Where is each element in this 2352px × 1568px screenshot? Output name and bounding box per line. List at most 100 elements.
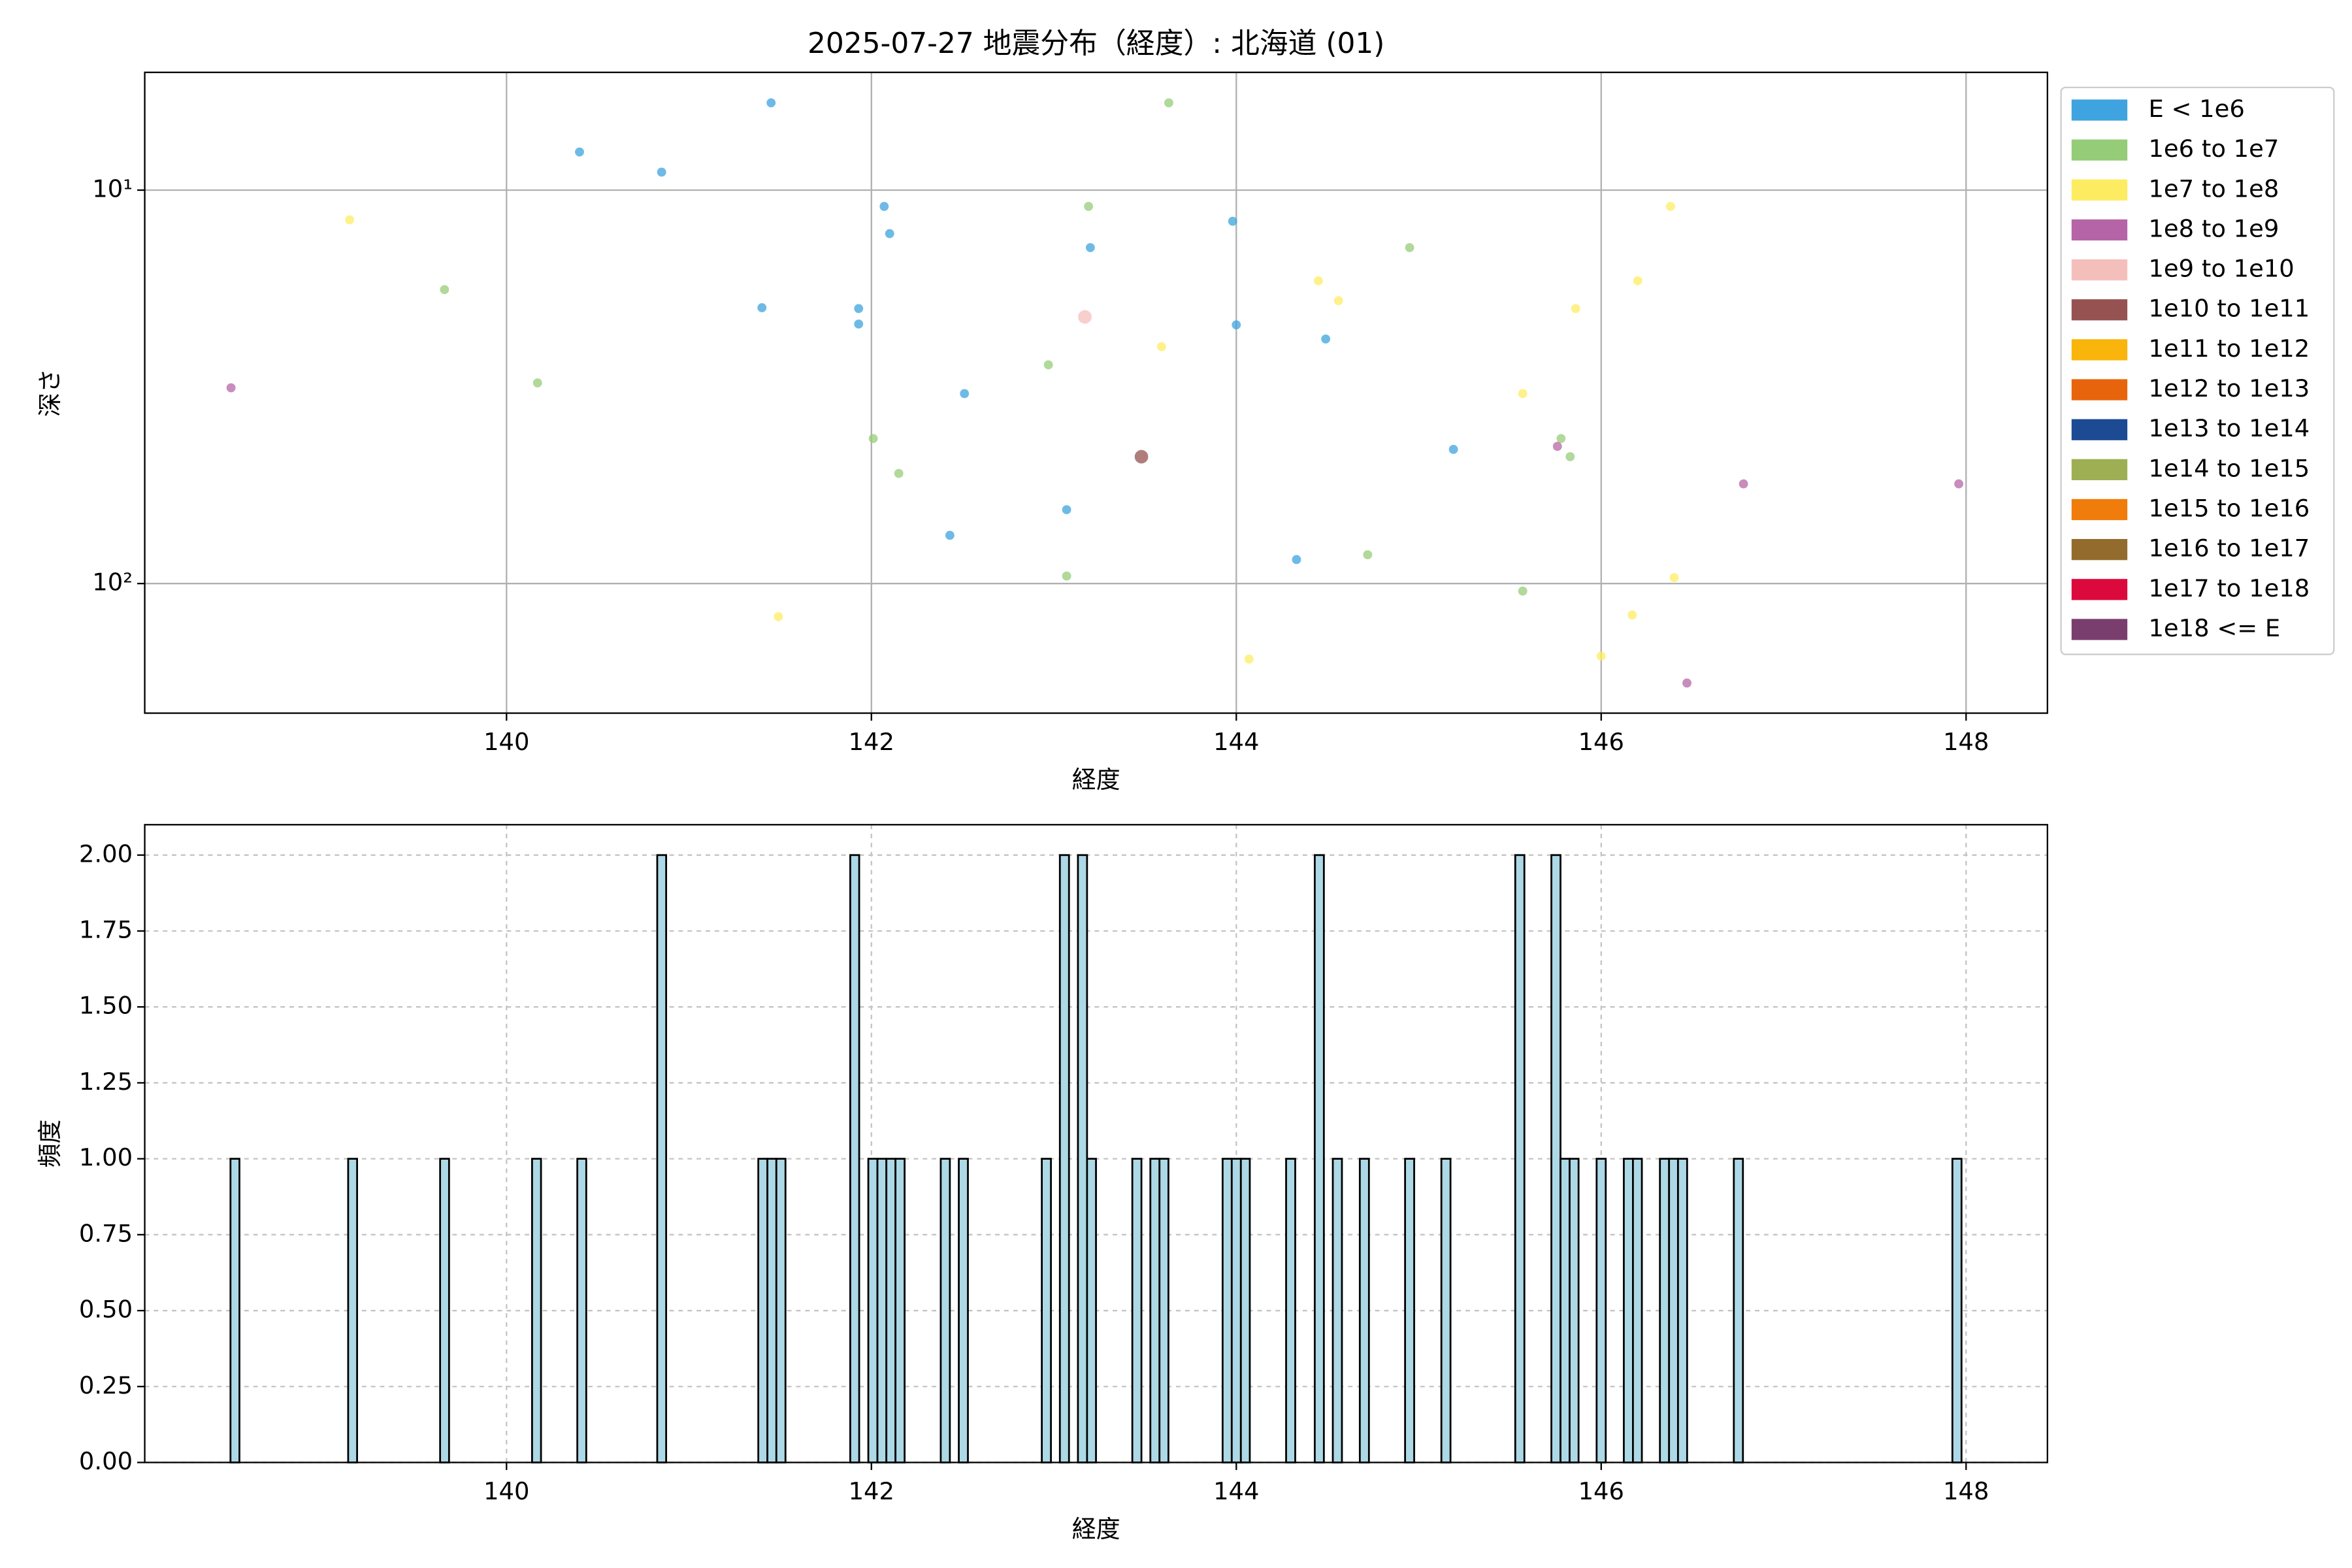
legend-swatch [2071, 259, 2128, 281]
y-tick-label: 1.75 [79, 916, 133, 944]
scatter-point [1669, 573, 1679, 583]
scatter-point [532, 378, 542, 387]
scatter-point [1314, 276, 1323, 286]
scatter-point [1571, 304, 1580, 314]
scatter-point [854, 319, 864, 329]
histogram-bar [1676, 1158, 1688, 1463]
scatter-point [1448, 444, 1458, 454]
scatter-point [885, 229, 894, 238]
histogram-bar [1595, 1158, 1607, 1463]
histogram-bar [775, 1158, 787, 1463]
histogram-bar [1659, 1158, 1671, 1463]
scatter-point [1518, 586, 1527, 596]
scatter-point [1633, 276, 1642, 286]
y-tick-label: 0.00 [79, 1447, 133, 1475]
histogram-bar [894, 1158, 906, 1463]
scatter-point [345, 215, 355, 225]
legend-label: 1e15 to 1e16 [2148, 495, 2310, 523]
scatter-point [1084, 202, 1094, 211]
y-tick-label: 0.25 [79, 1371, 133, 1399]
legend-label: E < 1e6 [2148, 95, 2244, 123]
legend-swatch [2071, 139, 2128, 161]
legend-box [2060, 86, 2335, 655]
legend-label: 1e14 to 1e15 [2148, 454, 2310, 482]
x-tick-label: 142 [849, 1477, 894, 1505]
scatter-point [945, 531, 955, 540]
scatter-point [226, 383, 236, 393]
histogram-bar [766, 1158, 777, 1463]
histogram-bar [229, 1158, 240, 1463]
scatter-point [1627, 610, 1637, 620]
scatter-point [774, 612, 783, 621]
x-tick-label: 142 [849, 728, 894, 756]
histogram-bar [1404, 1158, 1415, 1463]
histogram-bar [1158, 1158, 1169, 1463]
histogram-bar [958, 1158, 969, 1463]
y-axis-label: 頻度 [36, 1119, 64, 1168]
histogram-bar [1733, 1158, 1744, 1463]
scatter-point [440, 285, 449, 295]
scatter-point [1292, 555, 1301, 564]
scatter-point [1333, 296, 1343, 306]
x-axis-label: 経度 [1072, 766, 1120, 794]
legend-label: 1e11 to 1e12 [2148, 335, 2310, 363]
y-tick-label: 1.50 [79, 992, 133, 1020]
legend-label: 1e12 to 1e13 [2148, 374, 2310, 402]
legend-swatch [2071, 179, 2128, 201]
histogram-bar [1149, 1158, 1161, 1463]
legend-swatch [2071, 219, 2128, 241]
legend-swatch [2071, 619, 2128, 640]
histogram-bar [656, 854, 668, 1463]
scatter-point [1552, 442, 1562, 451]
histogram-bar [1550, 854, 1561, 1463]
y-tick-label: 2.00 [79, 840, 133, 868]
scatter-point [1954, 479, 1964, 489]
legend-label: 1e8 to 1e9 [2148, 214, 2279, 242]
histogram-bar [347, 1158, 358, 1463]
scatter-point [1078, 310, 1092, 324]
scatter-point [1739, 479, 1748, 489]
histogram-bar [1313, 854, 1325, 1463]
scatter-point [854, 304, 864, 314]
histogram-bar [849, 854, 860, 1463]
scatter-point [1164, 98, 1173, 108]
legend-swatch [2071, 498, 2128, 521]
legend-swatch [2071, 339, 2128, 361]
scatter-point [1596, 651, 1606, 661]
scatter-point [894, 468, 904, 478]
scatter-point [575, 147, 584, 157]
scatter-point [1228, 216, 1237, 226]
histogram-bar [1951, 1158, 1963, 1463]
histogram-bar [576, 1158, 587, 1463]
legend-swatch [2071, 579, 2128, 600]
legend-swatch [2071, 459, 2128, 480]
x-tick-label: 146 [1578, 1477, 1624, 1505]
histogram-bar [1086, 1158, 1097, 1463]
histogram-bar [885, 1158, 897, 1463]
legend-swatch [2071, 379, 2128, 400]
scatter-point [757, 303, 767, 312]
legend-swatch [2071, 99, 2128, 121]
scatter-point [868, 434, 878, 444]
legend-label: 1e6 to 1e7 [2148, 135, 2279, 163]
y-tick-label: 0.50 [79, 1296, 133, 1324]
scatter-point [1244, 654, 1254, 664]
scatter-point [1363, 550, 1373, 560]
x-tick-label: 148 [1943, 728, 1989, 756]
scatter-point [1405, 243, 1414, 252]
x-tick-label: 140 [483, 728, 529, 756]
legend-swatch [2071, 539, 2128, 561]
histogram-bar [1077, 854, 1088, 1463]
x-axis-label: 経度 [1072, 1515, 1120, 1543]
histogram-bar [939, 1158, 951, 1463]
histogram-bar [1632, 1158, 1643, 1463]
histogram-bar [1331, 1158, 1343, 1463]
x-tick-label: 144 [1213, 1477, 1259, 1505]
histogram-bar [1239, 1158, 1251, 1463]
plot-frame [144, 71, 2048, 714]
scatter-point [1062, 571, 1071, 581]
histogram-bar [1358, 1158, 1370, 1463]
histogram-bar [1514, 854, 1526, 1463]
